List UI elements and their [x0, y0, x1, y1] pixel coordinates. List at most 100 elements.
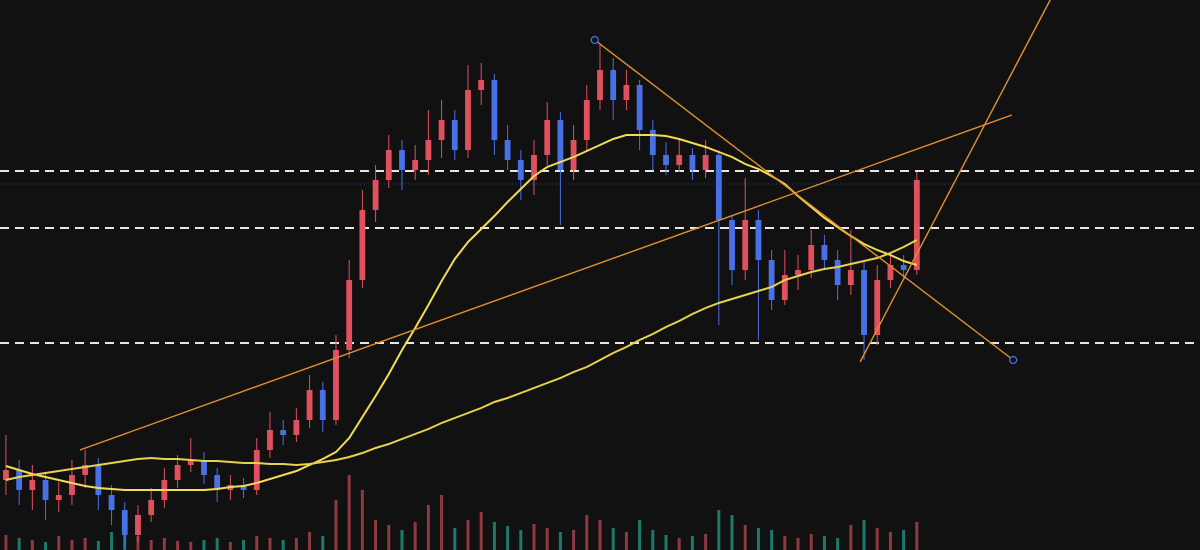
volume-bar: [717, 510, 721, 550]
candle-body: [900, 265, 907, 270]
candle-body: [319, 390, 326, 420]
volume-bar: [809, 534, 813, 550]
trend-line: [594, 39, 1014, 361]
volume-bar: [321, 536, 325, 550]
volume-bar: [308, 532, 312, 550]
volume-bar: [506, 526, 510, 550]
volume-bar: [83, 538, 87, 550]
volume-bar: [770, 530, 774, 550]
volume-bar: [426, 505, 430, 550]
candle-body: [649, 130, 656, 155]
volume-bar: [228, 542, 232, 550]
candle-body: [887, 265, 894, 280]
trend-line: [79, 114, 1013, 451]
candle-body: [412, 160, 419, 170]
candle-body: [781, 275, 788, 300]
candle-body: [557, 120, 564, 170]
candle-body: [108, 495, 115, 510]
candle-body: [359, 210, 366, 280]
volume-bar: [664, 535, 668, 550]
volume-bar: [611, 528, 615, 550]
candle-body: [253, 450, 260, 490]
volume-bar: [862, 520, 866, 550]
candle-body: [913, 180, 920, 270]
candle-body: [372, 180, 379, 210]
volume-bar: [413, 522, 417, 550]
candle-body: [465, 90, 471, 150]
volume-bar: [215, 538, 219, 550]
volume-bar: [453, 528, 457, 550]
candle-body: [504, 140, 511, 160]
volume-bar: [479, 512, 483, 550]
candle-body: [768, 260, 775, 300]
volume-bar: [822, 536, 826, 550]
volume-bar: [44, 542, 48, 550]
candle-body: [214, 475, 221, 490]
candle-body: [306, 390, 313, 420]
volume-bar: [202, 540, 206, 550]
candle-body: [385, 150, 392, 180]
candle-body: [742, 220, 749, 270]
volume-bar: [492, 522, 496, 550]
candle-body: [451, 120, 458, 150]
candle-body: [399, 150, 405, 170]
volume-bar: [255, 536, 259, 550]
candle-body: [121, 510, 128, 535]
volume-bar: [374, 520, 378, 550]
volume-bar: [902, 530, 906, 550]
volume-bar: [836, 538, 840, 550]
volume-bar: [162, 538, 166, 550]
volume-bar: [690, 536, 694, 550]
candle-body: [240, 485, 247, 490]
volume-bar: [149, 540, 153, 550]
candle-body: [29, 480, 36, 490]
candle-body: [491, 80, 498, 140]
candle-body: [689, 155, 696, 170]
candle-body: [135, 515, 141, 535]
volume-bar: [57, 536, 61, 550]
candle-body: [95, 465, 102, 495]
volume-bar: [347, 475, 351, 550]
volume-bar: [730, 515, 734, 550]
volume-bar: [651, 530, 655, 550]
candle-body: [544, 120, 551, 155]
volume-bar: [888, 532, 892, 550]
volume-bar: [466, 520, 470, 550]
volume-bar: [756, 528, 760, 550]
candle-body: [663, 155, 669, 165]
volume-bar: [110, 532, 114, 550]
candle-body: [636, 85, 643, 130]
candle-body: [3, 470, 9, 480]
volume-bar: [136, 536, 140, 550]
candle-body: [478, 80, 485, 90]
candle-body: [729, 220, 735, 270]
trend-handle: [590, 35, 599, 45]
candle-body: [82, 465, 89, 475]
volume-bar: [585, 515, 589, 550]
volume-bar: [519, 530, 523, 550]
candle-body: [610, 70, 617, 100]
volume-bar: [638, 520, 642, 550]
candle-body: [834, 260, 841, 285]
volume-bar: [30, 540, 34, 550]
candle-body: [333, 350, 339, 420]
volume-bar: [360, 490, 364, 550]
candle-body: [187, 460, 194, 465]
volume-bar: [783, 536, 787, 550]
volume-bar: [440, 495, 444, 550]
volume-bar: [70, 540, 74, 550]
candle-body: [201, 460, 207, 475]
candle-body: [821, 245, 828, 260]
volume-bar: [189, 542, 193, 550]
candle-body: [531, 155, 537, 180]
candle-body: [174, 465, 181, 480]
trend-line: [859, 0, 1051, 363]
volume-bar: [624, 532, 628, 550]
volume-bar: [400, 530, 404, 550]
volume-bar: [334, 500, 338, 550]
candle-body: [517, 160, 524, 180]
volume-bar: [915, 522, 919, 550]
candle-body: [702, 155, 709, 170]
candle-body: [55, 495, 62, 500]
